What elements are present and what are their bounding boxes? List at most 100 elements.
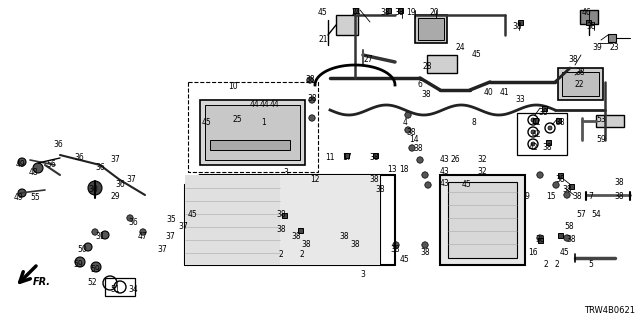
Text: 30: 30 <box>88 185 98 194</box>
Text: 26: 26 <box>450 155 460 164</box>
Text: 43: 43 <box>439 179 449 188</box>
Text: 38: 38 <box>421 90 431 99</box>
Text: 48: 48 <box>28 168 38 177</box>
Circle shape <box>75 257 85 267</box>
Text: 38: 38 <box>375 185 385 194</box>
Bar <box>336 15 358 35</box>
Text: 20: 20 <box>429 8 439 17</box>
Bar <box>518 20 522 25</box>
Circle shape <box>537 172 543 178</box>
Text: 43: 43 <box>439 155 449 164</box>
Circle shape <box>18 189 26 197</box>
Text: 13: 13 <box>387 165 397 174</box>
Text: 35: 35 <box>166 215 176 224</box>
Text: 7: 7 <box>589 192 593 201</box>
Circle shape <box>564 192 570 198</box>
Bar <box>385 7 390 12</box>
Text: 12: 12 <box>310 175 320 184</box>
Text: 24: 24 <box>455 43 465 52</box>
Text: 41: 41 <box>499 88 509 97</box>
Bar <box>372 153 378 157</box>
Bar <box>608 34 616 42</box>
Bar <box>596 115 624 127</box>
Text: 38: 38 <box>614 178 624 187</box>
Bar <box>205 105 300 160</box>
Text: 53: 53 <box>596 115 606 124</box>
Text: 3: 3 <box>360 270 365 279</box>
Bar <box>188 82 318 172</box>
Text: 42: 42 <box>531 130 541 139</box>
Text: 38: 38 <box>369 153 379 162</box>
Text: 37: 37 <box>157 245 167 254</box>
Text: 14: 14 <box>409 135 419 144</box>
Text: 55: 55 <box>30 193 40 202</box>
Text: 28: 28 <box>422 62 432 71</box>
Text: 38: 38 <box>542 143 552 152</box>
Text: 45: 45 <box>188 210 198 219</box>
Text: 38: 38 <box>380 8 390 17</box>
Text: 38: 38 <box>394 8 404 17</box>
Text: 32: 32 <box>477 155 487 164</box>
Bar <box>397 7 403 12</box>
Bar <box>185 175 280 265</box>
Circle shape <box>293 222 300 228</box>
Text: 21: 21 <box>318 35 328 44</box>
Text: 49: 49 <box>15 160 25 169</box>
Circle shape <box>309 115 315 121</box>
Text: 37: 37 <box>165 232 175 241</box>
Text: 38: 38 <box>307 94 317 103</box>
Text: 19: 19 <box>406 8 416 17</box>
Circle shape <box>417 157 423 163</box>
Text: 36: 36 <box>115 180 125 189</box>
Text: 59: 59 <box>73 260 83 269</box>
Text: 27: 27 <box>363 55 373 64</box>
Circle shape <box>564 235 570 241</box>
Bar <box>282 212 287 218</box>
Circle shape <box>33 163 43 173</box>
Text: 44: 44 <box>260 100 270 109</box>
Circle shape <box>422 242 428 248</box>
Text: 38: 38 <box>555 175 565 184</box>
Circle shape <box>422 172 428 178</box>
Text: 5: 5 <box>589 260 593 269</box>
Text: 38: 38 <box>572 192 582 201</box>
Circle shape <box>353 182 359 188</box>
Circle shape <box>307 77 313 83</box>
Text: 45: 45 <box>317 8 327 17</box>
Text: 32: 32 <box>477 167 487 176</box>
Circle shape <box>531 142 535 146</box>
Text: 38: 38 <box>291 232 301 241</box>
Bar <box>558 68 603 100</box>
Text: 38: 38 <box>390 245 400 254</box>
Circle shape <box>212 107 218 113</box>
Text: 38: 38 <box>413 144 423 153</box>
Text: 38: 38 <box>568 55 578 64</box>
Text: 56: 56 <box>46 160 56 169</box>
Bar <box>517 113 567 155</box>
Bar <box>105 278 135 296</box>
Text: 54: 54 <box>591 210 601 219</box>
Text: 45: 45 <box>202 118 212 127</box>
Circle shape <box>359 239 365 245</box>
Text: 1: 1 <box>262 118 266 127</box>
Text: 2: 2 <box>555 260 559 269</box>
Text: 45: 45 <box>400 255 410 264</box>
Text: 38: 38 <box>301 240 311 249</box>
Text: 17: 17 <box>342 153 352 162</box>
Circle shape <box>127 215 133 221</box>
Text: 52: 52 <box>87 278 97 287</box>
Text: 59: 59 <box>596 135 606 144</box>
Bar <box>427 55 457 73</box>
Bar <box>557 172 563 178</box>
Text: 45: 45 <box>472 50 482 59</box>
Text: 38: 38 <box>339 232 349 241</box>
Text: 15: 15 <box>546 192 556 201</box>
Text: 38: 38 <box>512 22 522 31</box>
Text: 42: 42 <box>531 118 541 127</box>
Circle shape <box>303 232 309 238</box>
Circle shape <box>140 229 146 235</box>
Bar <box>448 182 517 258</box>
Text: 24: 24 <box>351 8 361 17</box>
Text: 36: 36 <box>95 163 105 172</box>
Circle shape <box>537 235 543 241</box>
